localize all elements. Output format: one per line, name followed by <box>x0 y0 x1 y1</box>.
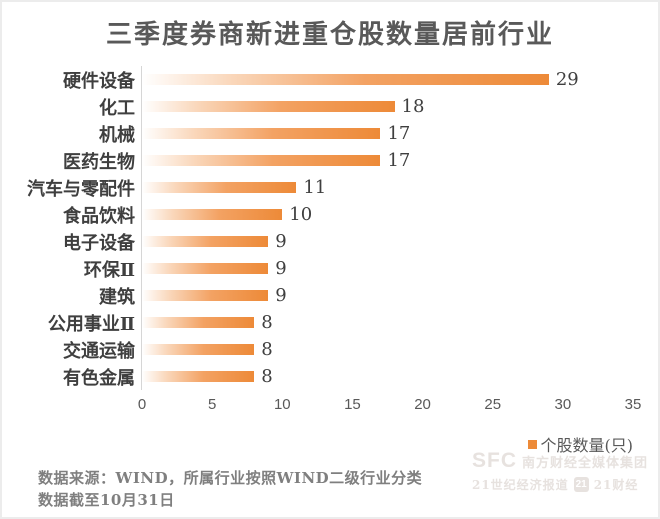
category-label: 建筑 <box>99 286 135 308</box>
x-axis-tick-label: 20 <box>414 396 431 413</box>
bar-row: 硬件设备 29 <box>2 66 658 93</box>
legend: 个股数量(只) <box>527 432 634 456</box>
bar-row: 有色金属 8 <box>2 363 658 390</box>
bar <box>142 290 269 301</box>
watermark-group-name: 南方财经全媒体集团 <box>521 455 648 471</box>
plot-area: 8 <box>141 363 633 390</box>
category-label: 机械 <box>99 124 135 146</box>
bar <box>142 182 297 193</box>
bar <box>142 155 381 166</box>
category-label: 医药生物 <box>63 151 135 173</box>
watermark-row2: 21世纪经济报道 21 21财经 <box>472 476 648 493</box>
x-axis-tick-label: 25 <box>484 396 502 413</box>
bar-rows: 硬件设备 29 化工 18 机械 17 医药生物 1 <box>2 66 658 390</box>
plot-area: 9 <box>141 228 633 255</box>
bar-row: 医药生物 17 <box>2 147 658 174</box>
sfc-watermark: SFC 南方财经全媒体集团 21世纪经济报道 21 21财经 <box>472 449 648 493</box>
x-axis-tick-label: 10 <box>273 396 291 413</box>
plot-area: 10 <box>141 201 633 228</box>
plot-area: 8 <box>141 336 633 363</box>
source-note-line1: 数据来源：WIND，所属行业按照WIND二级行业分类 <box>38 469 423 487</box>
bar <box>142 236 269 247</box>
chart-title: 三季度券商新进重仓股数量居前行业 <box>105 20 554 50</box>
legend-label: 个股数量(只) <box>540 436 634 455</box>
category-label: 交通运输 <box>63 340 135 362</box>
bar <box>142 371 255 382</box>
bar <box>142 344 255 355</box>
watermark-row1: SFC 南方财经全媒体集团 <box>472 449 648 473</box>
sfc-logo: SFC <box>471 449 517 472</box>
value-label: 17 <box>387 122 411 144</box>
bar <box>142 317 255 328</box>
bar <box>142 263 269 274</box>
bar <box>142 209 283 220</box>
bar-row: 食品饮料 10 <box>2 201 658 228</box>
value-label: 8 <box>261 338 273 360</box>
value-label: 8 <box>261 311 273 333</box>
plot-area: 17 <box>141 147 633 174</box>
bar-row: 汽车与零配件 11 <box>2 174 658 201</box>
plot-area: 8 <box>141 309 633 336</box>
value-label: 9 <box>275 257 287 279</box>
x-axis-tick-label: 0 <box>137 396 147 413</box>
category-label: 公用事业Ⅱ <box>47 313 135 335</box>
category-label: 环保Ⅱ <box>83 259 135 281</box>
plot-area: 17 <box>141 120 633 147</box>
category-label: 电子设备 <box>63 232 135 254</box>
x-axis-tick-label: 15 <box>344 396 361 413</box>
21-badge-icon: 21 <box>573 477 589 492</box>
plot-area: 18 <box>141 93 633 120</box>
x-axis-tick-label: 30 <box>554 396 572 413</box>
bar-row: 建筑 9 <box>2 282 658 309</box>
bar-row: 公用事业Ⅱ 8 <box>2 309 658 336</box>
bar-row: 环保Ⅱ 9 <box>2 255 658 282</box>
x-axis: 0 5 10 15 20 25 30 35 <box>138 396 642 416</box>
x-axis-tick-label: 5 <box>207 396 217 413</box>
source-note-line2: 数据截至10月31日 <box>38 491 175 509</box>
x-axis-tick-label: 35 <box>624 396 642 413</box>
value-label: 9 <box>275 284 287 306</box>
category-label: 化工 <box>99 97 135 119</box>
source-notes: 数据来源：WIND，所属行业按照WIND二级行业分类 数据截至10月31日 <box>38 467 422 511</box>
value-label: 17 <box>387 149 411 171</box>
category-label: 汽车与零配件 <box>27 178 135 200</box>
value-label: 18 <box>401 95 425 117</box>
plot-area: 9 <box>141 282 633 309</box>
bar-row: 交通运输 8 <box>2 336 658 363</box>
value-label: 10 <box>289 203 313 225</box>
bar <box>142 101 395 112</box>
watermark-brand: 21财经 <box>593 478 639 492</box>
category-label: 硬件设备 <box>63 70 135 92</box>
plot-area: 9 <box>141 255 633 282</box>
category-label: 食品饮料 <box>63 205 135 227</box>
bar <box>142 128 381 139</box>
value-label: 9 <box>275 230 287 252</box>
plot-area: 29 <box>141 66 633 93</box>
value-label: 11 <box>303 176 327 198</box>
value-label: 8 <box>261 365 273 387</box>
category-label: 有色金属 <box>63 367 135 389</box>
watermark-paper-name: 21世纪经济报道 <box>471 478 569 492</box>
bar-row: 化工 18 <box>2 93 658 120</box>
plot-area: 11 <box>141 174 633 201</box>
bar <box>142 74 549 85</box>
bar-row: 电子设备 9 <box>2 228 658 255</box>
value-label: 29 <box>555 68 579 90</box>
bar-row: 机械 17 <box>2 120 658 147</box>
legend-marker-square <box>527 439 537 449</box>
